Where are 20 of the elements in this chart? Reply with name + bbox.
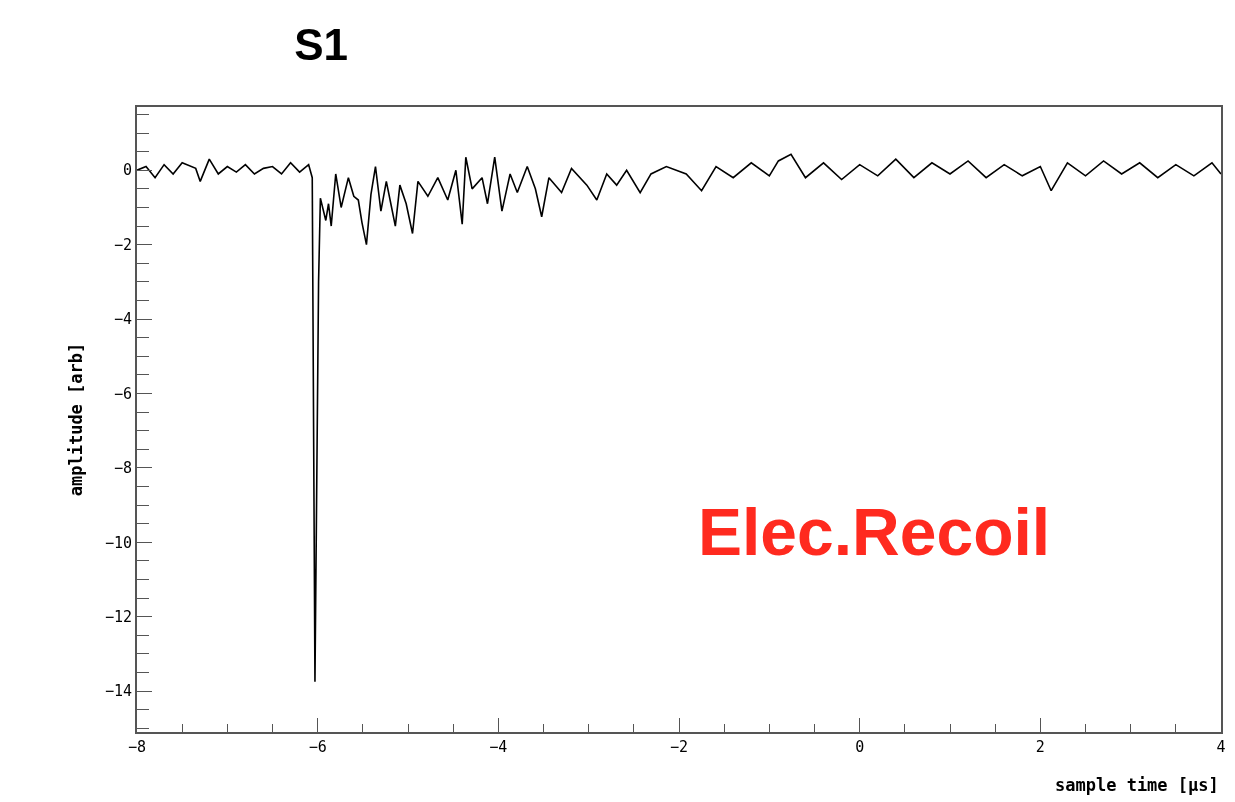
y-axis-title: amplitude [arb] bbox=[65, 342, 86, 497]
x-tick-label: −4 bbox=[489, 738, 508, 756]
y-tick-label: 0 bbox=[122, 161, 132, 180]
chart-title: S1 bbox=[294, 19, 349, 69]
y-tick-label: −2 bbox=[113, 235, 132, 254]
line-series bbox=[137, 153, 1221, 683]
y-tick-label: −8 bbox=[113, 459, 132, 478]
x-tick-label: −2 bbox=[669, 738, 689, 756]
x-tick-label: 2 bbox=[1035, 738, 1045, 756]
y-tick-label: −6 bbox=[113, 384, 132, 403]
x-axis-title: sample time [μs] bbox=[1055, 775, 1219, 795]
y-tick-label: −4 bbox=[113, 310, 132, 329]
x-tick-label: 0 bbox=[855, 738, 865, 756]
x-tick-label: 4 bbox=[1216, 738, 1226, 756]
y-tick-label: −12 bbox=[104, 607, 132, 626]
y-tick-label: −10 bbox=[104, 533, 132, 552]
x-tick-label: −8 bbox=[127, 738, 147, 756]
x-tick-label: −6 bbox=[308, 738, 327, 756]
y-tick-label: −14 bbox=[104, 682, 132, 701]
annotation: Elec.Recoil bbox=[698, 495, 1051, 569]
